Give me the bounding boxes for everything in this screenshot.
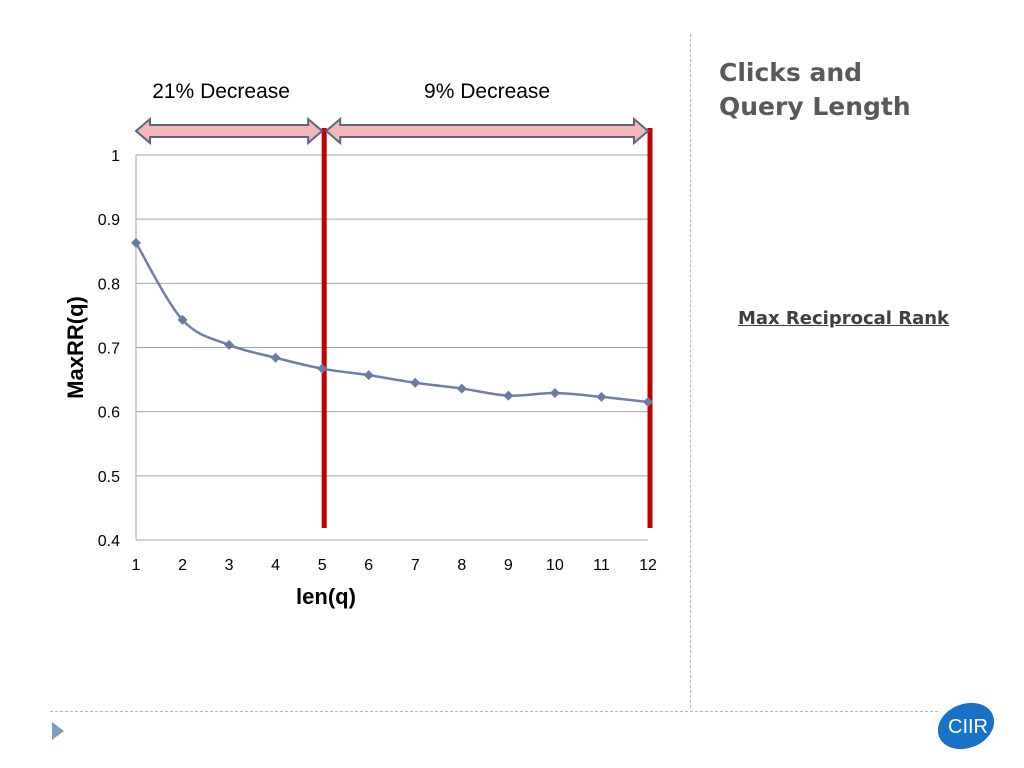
data-point xyxy=(224,339,235,350)
annotation-label: 9% Decrease xyxy=(424,80,550,103)
x-tick-label: 12 xyxy=(639,557,657,574)
x-tick-label: 7 xyxy=(411,557,420,574)
ciir-logo: CIIR xyxy=(938,702,995,750)
data-point xyxy=(643,397,653,408)
y-tick-label: 0.6 xyxy=(98,405,120,422)
data-point xyxy=(456,383,467,394)
data-point xyxy=(317,363,328,374)
ciir-logo-text: CIIR xyxy=(948,716,988,738)
vertical-divider xyxy=(690,34,691,708)
bullet-arrow-icon xyxy=(52,722,64,740)
y-tick-label: 0.8 xyxy=(98,276,120,293)
data-point xyxy=(596,391,607,402)
data-point xyxy=(410,377,421,388)
data-point xyxy=(270,352,281,363)
y-axis-title: MaxRR(q) xyxy=(63,296,88,399)
x-tick-label: 4 xyxy=(271,557,280,574)
annotation-label: 21% Decrease xyxy=(152,80,290,103)
y-tick-label: 1 xyxy=(111,148,120,165)
x-tick-label: 3 xyxy=(225,557,234,574)
x-tick-label: 6 xyxy=(364,557,373,574)
data-point xyxy=(503,390,514,401)
series-line xyxy=(134,242,649,404)
x-tick-label: 5 xyxy=(318,557,327,574)
data-point xyxy=(549,388,560,399)
max-reciprocal-rank-link[interactable]: Max Reciprocal Rank xyxy=(738,308,950,329)
data-point xyxy=(131,237,141,248)
data-point xyxy=(363,370,374,381)
decrease-range-arrow xyxy=(324,116,650,146)
x-tick-label: 1 xyxy=(132,557,141,574)
x-axis-title: len(q) xyxy=(296,584,356,609)
slide-title-line1: Clicks and xyxy=(719,58,863,87)
slide-title: Clicks and Query Length xyxy=(719,56,949,124)
y-tick-label: 0.9 xyxy=(98,212,120,229)
x-tick-label: 11 xyxy=(593,557,610,574)
y-tick-label: 0.7 xyxy=(98,341,120,358)
decrease-range-arrow xyxy=(134,116,324,146)
footer-divider xyxy=(50,711,938,712)
y-tick-label: 0.5 xyxy=(98,469,120,486)
x-tick-label: 10 xyxy=(546,557,564,574)
max-rr-chart: 0.40.50.60.70.80.911 2 3 4 5 6 7 8 9 10 11 12len(q)… xyxy=(63,80,657,609)
data-point xyxy=(177,314,188,325)
x-tick-label: 9 xyxy=(504,557,513,574)
slide-title-line2: Query Length xyxy=(719,92,911,121)
y-tick-label: 0.4 xyxy=(98,533,120,550)
x-tick-label: 2 xyxy=(178,557,187,574)
ciir-logo-shape xyxy=(938,702,995,750)
x-tick-label: 8 xyxy=(457,557,466,574)
